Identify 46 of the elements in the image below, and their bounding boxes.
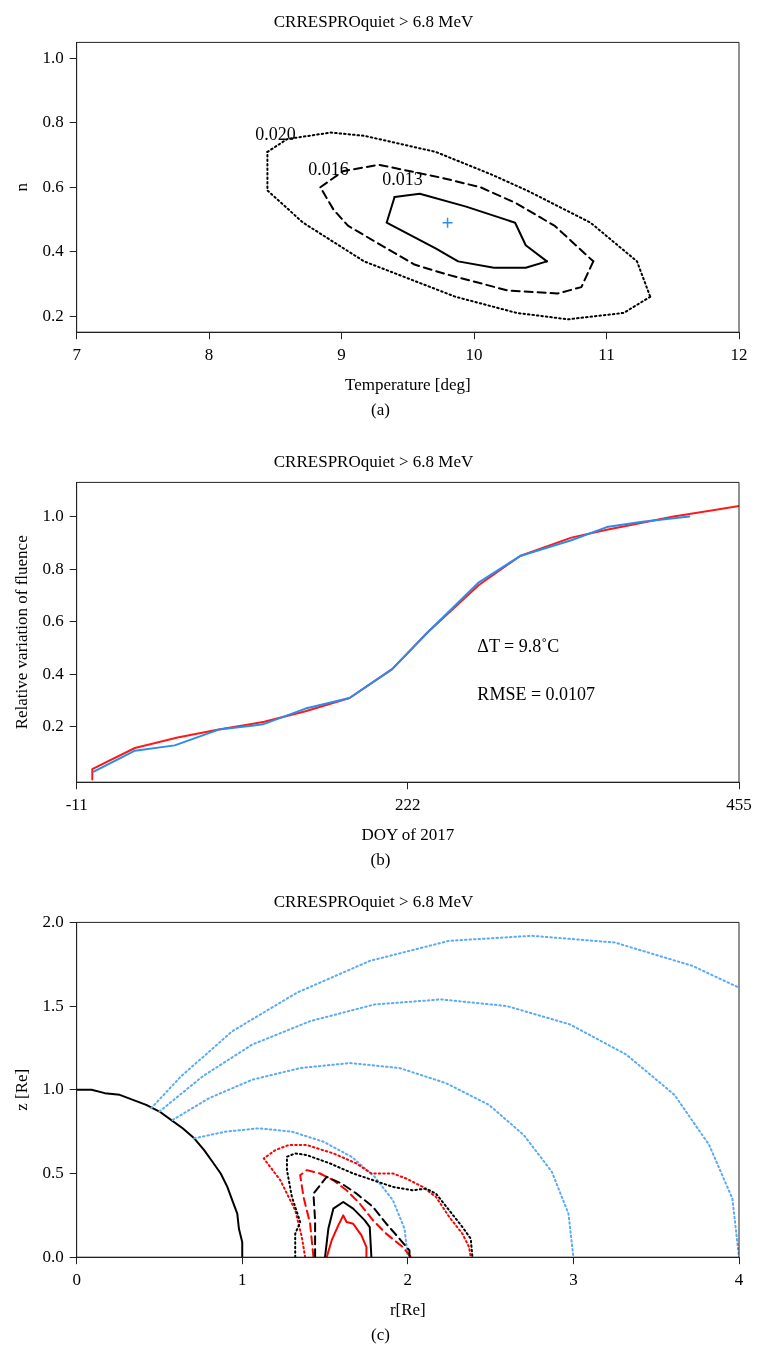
series-label: 0.016 xyxy=(308,159,349,180)
x-axis-title: r[Re] xyxy=(389,1300,426,1320)
y-tick-label: 0.4 xyxy=(42,241,65,261)
x-tick-label: 10 xyxy=(465,344,483,364)
x-axis-title: Temperature [deg] xyxy=(344,375,471,395)
y-tick-label: 2.0 xyxy=(42,911,64,931)
y-tick-label: 1.0 xyxy=(42,506,64,526)
text: (a) xyxy=(370,400,391,420)
y-axis-title: z [Re] xyxy=(11,1068,31,1111)
y-tick-label: 0.8 xyxy=(42,558,64,578)
chart-title: CRRESPROquiet > 6.8 MeV xyxy=(273,891,474,911)
x-tick-label: 11 xyxy=(598,344,615,364)
x-tick-label: 455 xyxy=(726,794,752,814)
x-tick-label: 9 xyxy=(337,344,346,364)
y-axis-title: Relative variation of fluence xyxy=(11,535,31,730)
y-tick-label: 0.5 xyxy=(42,1162,64,1182)
x-tick-label: 8 xyxy=(204,344,214,364)
y-tick-label: 0.2 xyxy=(42,305,64,325)
y-tick-label: 0.8 xyxy=(42,112,64,132)
y-tick-label: 1.0 xyxy=(42,47,64,67)
text: (b) xyxy=(369,850,392,870)
y-tick-label: 1.5 xyxy=(42,995,64,1015)
x-tick-label: 0 xyxy=(72,1269,81,1289)
x-tick-label: 7 xyxy=(72,344,82,364)
series-label: 0.013 xyxy=(382,168,423,189)
annotation: ΔT = 9.8˚C xyxy=(477,636,560,657)
y-tick-label: 0.2 xyxy=(42,716,64,736)
x-tick-label: 222 xyxy=(395,794,421,814)
text: (c) xyxy=(370,1325,391,1345)
annotation: RMSE = 0.0107 xyxy=(477,683,596,704)
y-tick-label: 0.6 xyxy=(42,611,64,631)
y-axis-title: n xyxy=(11,182,31,192)
x-tick-label: 4 xyxy=(734,1269,744,1289)
x-tick-label: 2 xyxy=(403,1269,413,1289)
y-tick-label: 0.0 xyxy=(42,1246,64,1266)
y-tick-label: 1.0 xyxy=(42,1079,64,1099)
chart-title: CRRESPROquiet > 6.8 MeV xyxy=(273,11,474,31)
x-axis-title: DOY of 2017 xyxy=(361,825,455,845)
x-tick-label: 1 xyxy=(237,1269,247,1289)
series-label: 0.020 xyxy=(255,123,296,144)
x-tick-label: -11 xyxy=(65,794,88,814)
x-tick-label: 3 xyxy=(569,1269,578,1289)
y-tick-label: 0.6 xyxy=(42,176,64,196)
chart-title: CRRESPROquiet > 6.8 MeV xyxy=(273,451,474,471)
y-tick-label: 0.4 xyxy=(42,663,65,683)
x-tick-label: 12 xyxy=(730,344,748,364)
